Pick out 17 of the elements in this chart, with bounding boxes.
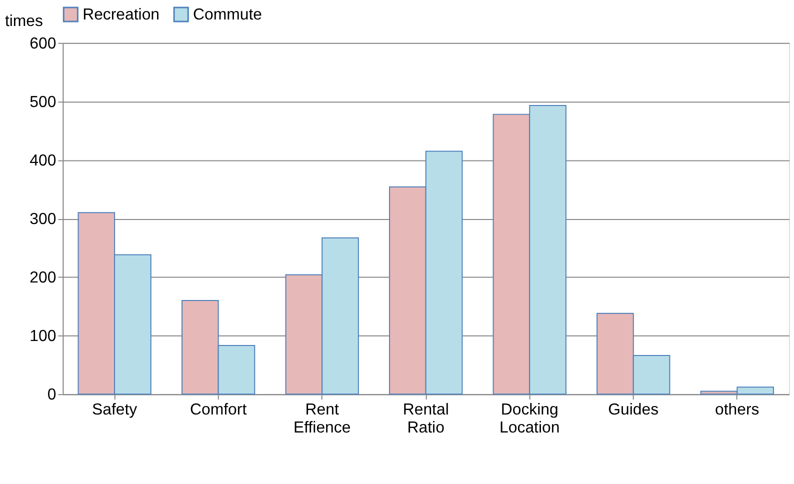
x-tick-label: Rent Effience (294, 402, 351, 436)
x-tick-label: Safety (92, 402, 138, 419)
y-tick-label: 200 (30, 270, 56, 287)
y-tick-label: 600 (30, 35, 56, 52)
x-tick-label: Docking Location (500, 402, 560, 436)
x-tick-label: Rental Ratio (402, 402, 449, 436)
y-axis-title: times (4, 12, 44, 30)
x-tick-label: Guides (608, 402, 659, 419)
legend-label: Commute (193, 6, 262, 24)
legend-label: Recreation (82, 6, 160, 24)
y-tick-label: 300 (30, 210, 56, 228)
y-tick-label: 100 (30, 328, 56, 346)
x-tick-label: Comfort (190, 402, 248, 419)
y-tick-label: 0 (47, 386, 56, 404)
y-tick-label: 400 (30, 152, 56, 170)
y-tick-label: 500 (30, 94, 56, 111)
x-tick-label: others (715, 402, 760, 419)
